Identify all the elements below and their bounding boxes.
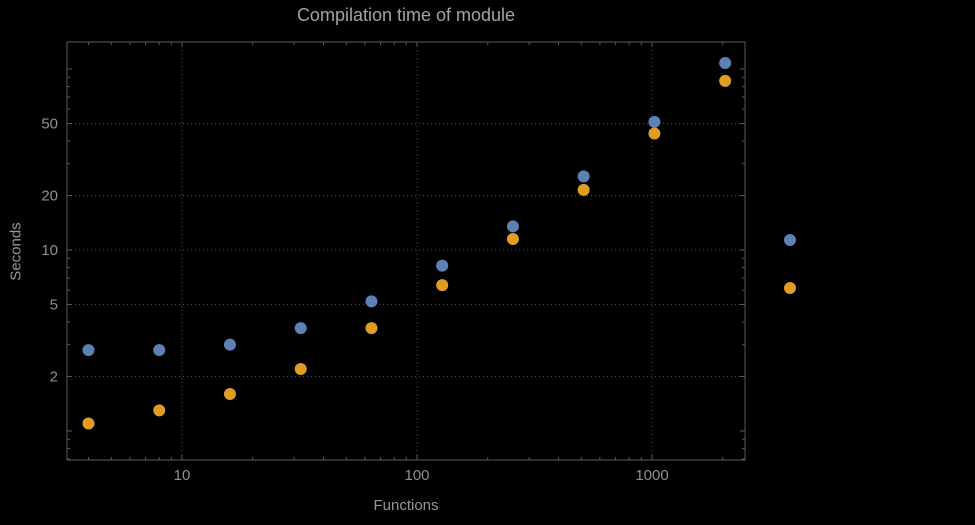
data-point-series-orange	[223, 388, 236, 401]
y-tick-label: 2	[50, 369, 58, 386]
data-point-series-orange	[153, 404, 166, 417]
data-point-series-orange	[82, 417, 95, 430]
data-point-series-blue	[223, 338, 236, 351]
x-axis-label: Functions	[373, 497, 439, 514]
x-tick-label: 10	[174, 467, 191, 484]
data-point-series-orange	[294, 363, 307, 376]
chart-title: Compilation time of module	[296, 5, 516, 25]
y-tick-label: 10	[41, 242, 58, 259]
y-tick-label: 50	[41, 115, 58, 132]
data-point-series-orange	[365, 322, 378, 335]
data-point-series-blue	[82, 344, 95, 357]
data-point-series-orange	[648, 127, 661, 140]
y-tick-label: 20	[41, 188, 58, 205]
y-axis-label: Seconds	[7, 222, 25, 281]
x-tick-label: 1000	[635, 467, 668, 484]
x-tick-label: 100	[404, 467, 429, 484]
data-point-series-blue	[719, 56, 732, 69]
data-point-series-blue	[153, 344, 166, 357]
data-point-series-orange	[436, 279, 449, 292]
data-point-series-blue	[506, 220, 519, 233]
data-point-series-blue	[577, 170, 590, 183]
legend-marker	[784, 234, 796, 246]
data-point-series-blue	[436, 259, 449, 272]
legend-marker	[784, 282, 796, 294]
data-point-series-orange	[719, 74, 732, 87]
data-point-series-blue	[294, 322, 307, 335]
data-point-series-orange	[506, 233, 519, 246]
data-point-series-orange	[577, 183, 590, 196]
y-tick-label: 5	[50, 296, 58, 313]
data-point-series-blue	[648, 115, 661, 128]
data-point-series-blue	[365, 295, 378, 308]
